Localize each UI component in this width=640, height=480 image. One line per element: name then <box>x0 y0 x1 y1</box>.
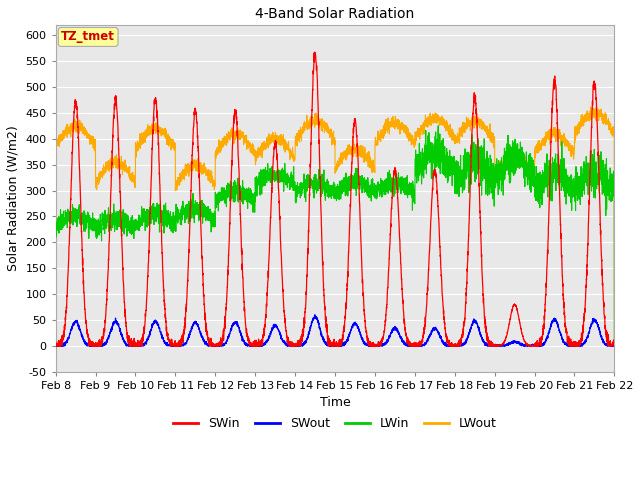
Y-axis label: Solar Radiation (W/m2): Solar Radiation (W/m2) <box>7 125 20 271</box>
X-axis label: Time: Time <box>319 396 350 409</box>
Text: TZ_tmet: TZ_tmet <box>61 30 115 44</box>
Legend: SWin, SWout, LWin, LWout: SWin, SWout, LWin, LWout <box>168 412 502 435</box>
Title: 4-Band Solar Radiation: 4-Band Solar Radiation <box>255 7 415 21</box>
